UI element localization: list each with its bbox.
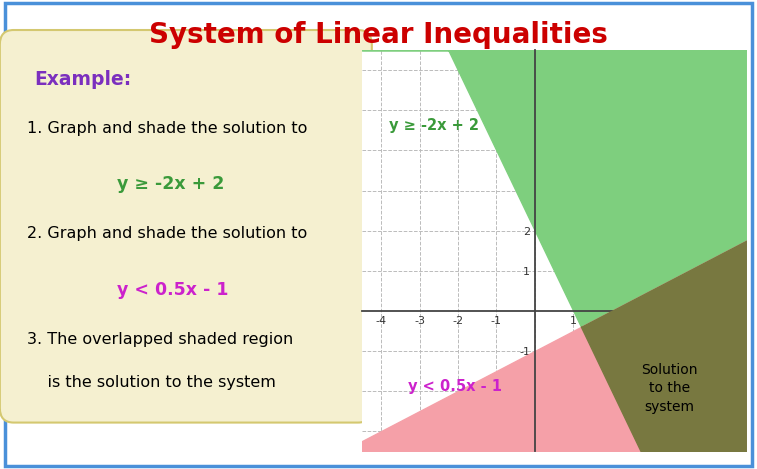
Text: y ≥ -2x + 2: y ≥ -2x + 2 xyxy=(389,118,478,133)
Text: y < 0.5x - 1: y < 0.5x - 1 xyxy=(408,379,502,394)
Text: is the solution to the system: is the solution to the system xyxy=(27,375,276,390)
Text: y < 0.5x - 1: y < 0.5x - 1 xyxy=(117,281,229,299)
Text: 2. Graph and shade the solution to: 2. Graph and shade the solution to xyxy=(27,227,307,241)
Text: 1. Graph and shade the solution to: 1. Graph and shade the solution to xyxy=(27,121,308,136)
Text: 3. The overlapped shaded region: 3. The overlapped shaded region xyxy=(27,332,294,347)
Text: System of Linear Inequalities: System of Linear Inequalities xyxy=(149,21,608,49)
FancyBboxPatch shape xyxy=(0,30,372,423)
Text: Solution
to the
system: Solution to the system xyxy=(641,363,698,414)
Text: Example:: Example: xyxy=(34,70,132,89)
Text: y ≥ -2x + 2: y ≥ -2x + 2 xyxy=(117,175,224,193)
